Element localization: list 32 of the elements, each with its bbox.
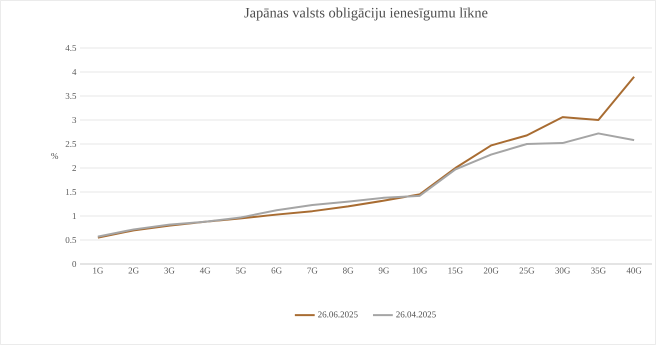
x-tick-label: 30G <box>555 268 570 274</box>
chart-title: Japānas valsts obligāciju ienesīgumu līkne <box>244 7 488 20</box>
x-tick-label: 3G <box>164 268 175 274</box>
line-series <box>96 76 636 239</box>
y-tick-label: 0 <box>72 260 76 268</box>
legend-label: 26.04.2025 <box>396 311 436 318</box>
legend-label: 26.06.2025 <box>318 311 358 318</box>
y-tick-label: 4 <box>72 69 76 75</box>
x-tick-label: 8G <box>342 268 354 274</box>
x-tick-label: 15G <box>448 268 463 274</box>
y-tick-label: 3 <box>72 116 76 124</box>
x-tick-label: 6G <box>272 268 282 274</box>
y-tick-label: 3.5 <box>66 92 76 100</box>
x-tick-label: 25G <box>520 268 534 274</box>
x-tick-label: 35G <box>591 268 606 274</box>
x-tick-label: 10G <box>412 268 428 274</box>
y-tick-label: 0.5 <box>66 236 76 244</box>
y-tick-label: 2.5 <box>66 140 76 148</box>
x-tick-label: 40G <box>626 268 642 274</box>
y-axis-title: % <box>51 152 58 160</box>
y-tick-label: 4.5 <box>65 44 76 52</box>
x-tick-label: 5G <box>236 268 246 274</box>
x-tick-label: 7G <box>307 268 318 274</box>
x-tick-label: 9G <box>378 268 390 274</box>
y-tick-label: 1.5 <box>66 188 76 196</box>
y-tick-label: 2 <box>72 165 76 171</box>
x-tick-label: 20G <box>484 268 499 274</box>
line-series <box>96 132 636 238</box>
x-tick-label: 1G <box>93 268 104 274</box>
y-tick-label: 1 <box>72 213 76 219</box>
x-tick-label: 4G <box>200 268 210 274</box>
x-tick-label: 2G <box>128 268 139 274</box>
